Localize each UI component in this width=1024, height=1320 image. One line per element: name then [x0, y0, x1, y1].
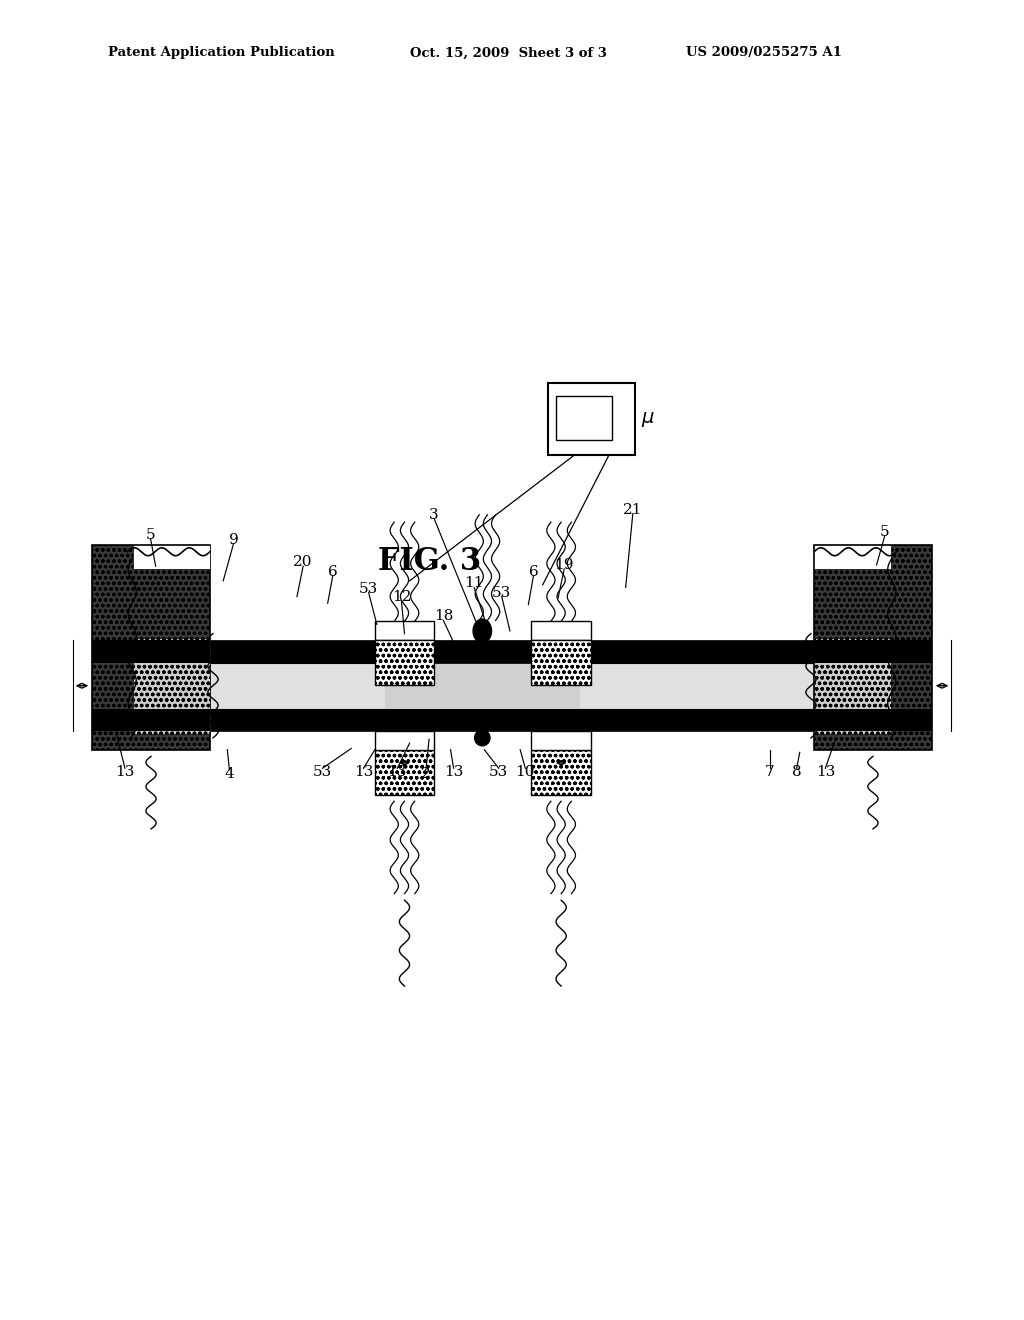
Text: $\mu$: $\mu$ [641, 409, 655, 429]
Bar [531, 622, 591, 640]
Text: 20: 20 [293, 556, 313, 569]
Text: 13: 13 [816, 766, 835, 779]
Text: 5: 5 [145, 528, 156, 541]
Bar [814, 638, 891, 734]
Bar [133, 638, 210, 734]
Text: 6: 6 [528, 565, 539, 578]
Bar [375, 640, 434, 685]
Text: 6: 6 [328, 565, 338, 578]
Bar [375, 750, 434, 795]
Text: 13: 13 [444, 766, 463, 779]
Ellipse shape [473, 619, 492, 643]
Text: 8: 8 [792, 766, 802, 779]
Text: 19: 19 [554, 558, 574, 572]
Text: 53: 53 [493, 586, 511, 599]
Text: 53: 53 [313, 766, 332, 779]
Text: Patent Application Publication: Patent Application Publication [108, 46, 334, 59]
Bar [814, 545, 891, 569]
Text: 4: 4 [224, 767, 234, 780]
Bar [548, 383, 635, 455]
Bar [814, 709, 932, 731]
Bar [92, 545, 210, 750]
Bar [531, 640, 591, 685]
Bar [814, 545, 932, 750]
Text: Oct. 15, 2009  Sheet 3 of 3: Oct. 15, 2009 Sheet 3 of 3 [410, 46, 606, 59]
Text: 13: 13 [388, 766, 407, 779]
Text: US 2009/0255275 A1: US 2009/0255275 A1 [686, 46, 842, 59]
Bar [385, 663, 580, 685]
Text: FIG. 3: FIG. 3 [379, 545, 481, 577]
Text: 13: 13 [354, 766, 373, 779]
Bar [375, 622, 434, 640]
Text: 13: 13 [116, 766, 134, 779]
Text: 21: 21 [623, 503, 643, 516]
Bar [92, 640, 210, 663]
Text: 5: 5 [880, 525, 890, 539]
Text: 7: 7 [765, 766, 775, 779]
Bar [814, 640, 932, 663]
Bar [385, 685, 580, 709]
Text: 11: 11 [464, 577, 484, 590]
Bar [375, 731, 434, 750]
Text: 53: 53 [359, 582, 378, 595]
Text: 2: 2 [421, 767, 431, 780]
Text: 3: 3 [429, 508, 439, 521]
Text: 12: 12 [391, 590, 412, 603]
Bar [133, 545, 210, 569]
Bar [210, 709, 814, 731]
Text: 18: 18 [434, 610, 453, 623]
Bar [210, 640, 814, 663]
Bar [556, 396, 612, 440]
Text: 53: 53 [489, 766, 508, 779]
Text: 9: 9 [228, 533, 239, 546]
Bar [531, 750, 591, 795]
Text: 10: 10 [515, 766, 536, 779]
Bar [210, 663, 814, 709]
Bar [92, 709, 210, 731]
Ellipse shape [474, 730, 489, 746]
Bar [531, 731, 591, 750]
